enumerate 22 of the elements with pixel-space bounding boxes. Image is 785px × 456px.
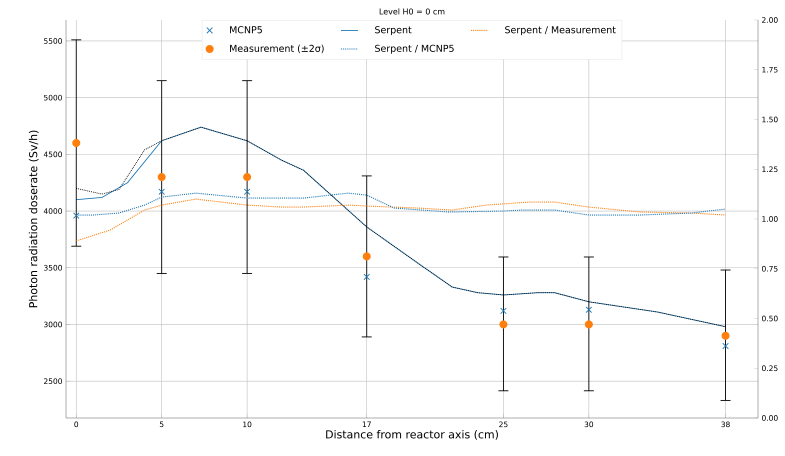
point [362, 252, 371, 260]
point [363, 274, 370, 280]
point [72, 212, 80, 219]
point [722, 342, 729, 350]
line-series [76, 198, 726, 242]
point [243, 173, 252, 182]
y-axis-title: Photon radiation doserate (Sv/h) [28, 130, 39, 308]
point [584, 320, 593, 328]
legend-label: MCNP5 [230, 26, 262, 34]
point [586, 306, 592, 313]
legend-label: Serpent / Measurement [505, 26, 616, 36]
point [500, 308, 507, 314]
legend-label: Serpent [375, 26, 412, 36]
point [158, 173, 166, 182]
point [244, 188, 250, 196]
legend-label: Measurement (±2σ) [230, 44, 324, 54]
x-axis-title: Distance from reactor axis (cm) [326, 430, 498, 440]
point [499, 320, 508, 328]
legend-label: Serpent / MCNP5 [375, 44, 454, 54]
point [72, 138, 80, 148]
point [722, 332, 730, 340]
point [158, 188, 165, 196]
